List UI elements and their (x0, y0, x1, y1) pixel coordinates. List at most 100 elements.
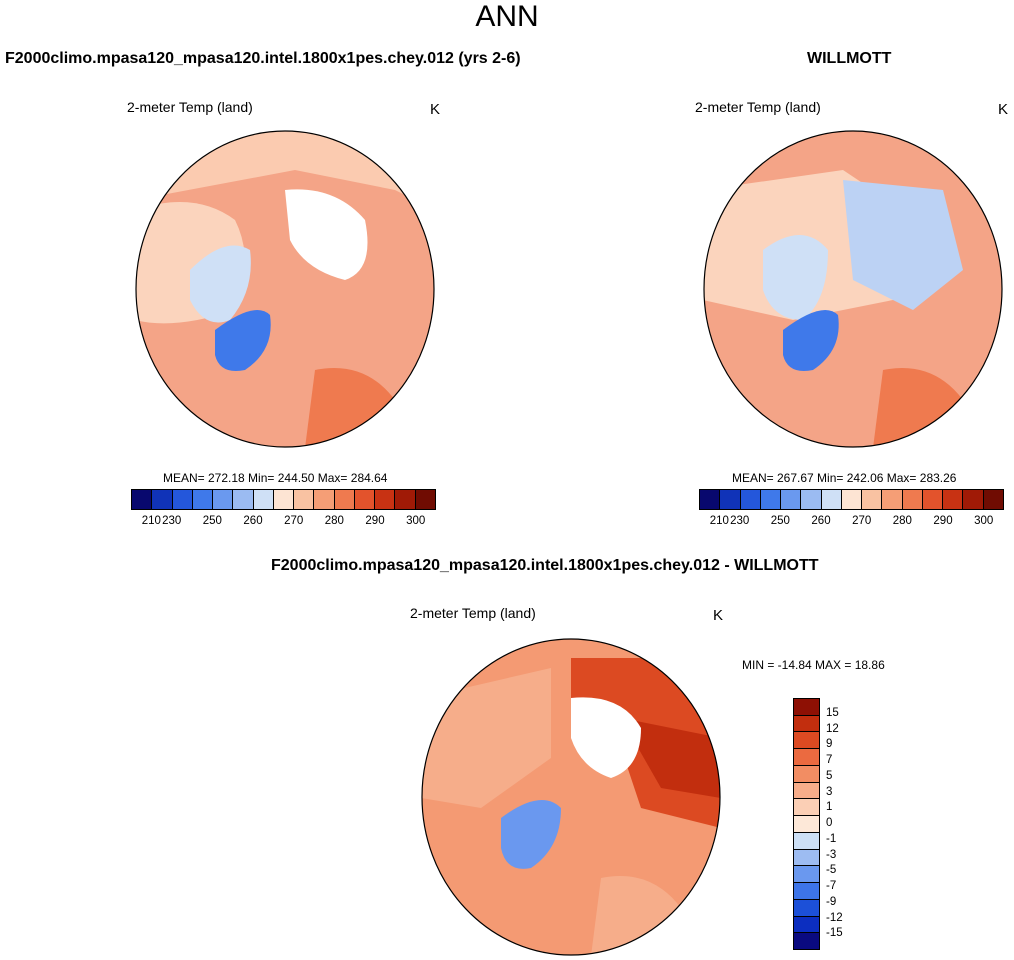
panel-2-colorbar-swatch (801, 490, 822, 509)
diff-colorbar-tick-label: -9 (826, 895, 837, 908)
diff-colorbar-swatch (794, 866, 819, 884)
diff-colorbar-tick-label: 5 (826, 769, 833, 782)
panel-1-colorbar-tick-label: 290 (365, 515, 385, 527)
panel-1-polar-map (135, 130, 435, 448)
panel-2-colorbar-swatch (720, 490, 741, 509)
panel-2-colorbar-tick-label: 260 (811, 515, 831, 527)
panel-1-colorbar-swatch (314, 490, 335, 509)
panel-2-colorbar-swatch (963, 490, 984, 509)
panel-1-colorbar-swatch (294, 490, 315, 509)
panel-1-colorbar-swatch (395, 490, 416, 509)
panel-2-variable-label: 2-meter Temp (land) (695, 99, 821, 115)
panel-2-colorbar-swatch (760, 490, 782, 509)
panel-2-colorbar-swatch (882, 490, 903, 509)
panel-1-colorbar-swatch (354, 490, 376, 509)
diff-colorbar (793, 698, 820, 950)
diff-colorbar-tick-label: 15 (826, 706, 839, 719)
diff-colorbar-swatch (794, 782, 819, 800)
panel-2-colorbar-swatch (902, 490, 923, 509)
diff-colorbar-tick-label: 12 (826, 722, 839, 735)
panel-1-colorbar-tick-label: 250 (202, 515, 222, 527)
panel-1-colorbar-swatch (375, 490, 396, 509)
diff-colorbar-swatch (794, 715, 819, 733)
diff-colorbar-tick-label: -5 (826, 864, 837, 877)
panel-1-variable-label: 2-meter Temp (land) (127, 99, 253, 115)
panel-2-colorbar-swatch (862, 490, 883, 509)
panel-1-colorbar-swatches (132, 490, 435, 509)
diff-colorbar-swatches (794, 699, 819, 950)
diff-colorbar-tick-label: -3 (826, 848, 837, 861)
panel-2-colorbar-tick-label: 300 (974, 515, 994, 527)
panel-1-colorbar-tick-label: 260 (243, 515, 263, 527)
panel-1-colorbar-swatch (273, 490, 295, 509)
diff-units: K (713, 607, 724, 624)
diff-colorbar-swatch (794, 816, 819, 833)
panel-2-colorbar-tick-label: 270 (852, 515, 872, 527)
panel-2-colorbar-swatch (821, 490, 842, 509)
panel-2-polar-map (703, 130, 1003, 448)
panel-2-colorbar-tick-label: 250 (770, 515, 790, 527)
main-title: ANN (475, 0, 539, 33)
panel-2-colorbar-swatch (983, 490, 1003, 509)
panel-1-colorbar-tick-label: 230 (162, 515, 182, 527)
diff-colorbar-swatch (794, 933, 819, 950)
panel-1-colorbar-swatch (152, 490, 173, 509)
panel-1-stats: MEAN= 272.18 Min= 244.50 Max= 284.64 (163, 471, 388, 485)
diff-colorbar-swatch (794, 916, 819, 934)
panel-1-colorbar-swatch (213, 490, 234, 509)
panel-2-colorbar-tick-label: 280 (892, 515, 912, 527)
diff-colorbar-swatch (794, 849, 819, 867)
panel-2-colorbar-ticks: 210 230 250 260 270 280 290 300 (699, 515, 1004, 529)
panel-1-case-title: F2000climo.mpasa120_mpasa120.intel.1800x… (5, 50, 521, 67)
panel-2-colorbar (699, 489, 1004, 510)
panel-2-colorbar-swatches (700, 490, 1003, 509)
diff-colorbar-swatch (794, 765, 819, 783)
panel-1-colorbar-tick-label: 210 (141, 515, 161, 527)
diff-colorbar-tick-label: -15 (826, 927, 843, 940)
panel-1-colorbar-tick-label: 300 (406, 515, 426, 527)
panel-1-colorbar-tick-label: 280 (324, 515, 344, 527)
panel-1-colorbar-tick-label: 270 (284, 515, 304, 527)
diff-variable-label: 2-meter Temp (land) (410, 605, 536, 621)
panel-1-colorbar-swatch (415, 490, 435, 509)
diff-colorbar-swatch (794, 832, 819, 850)
panel-2-colorbar-swatch (922, 490, 944, 509)
panel-1-colorbar-swatch (334, 490, 355, 509)
panel-2-colorbar-swatch (740, 490, 761, 509)
diff-colorbar-tick-label: 9 (826, 738, 833, 751)
panel-1-units: K (430, 101, 441, 118)
panel-2-stats: MEAN= 267.67 Min= 242.06 Max= 283.26 (732, 471, 957, 485)
panel-2-colorbar-swatch (781, 490, 802, 509)
diff-colorbar-tick-label: 7 (826, 754, 833, 766)
panel-2-colorbar-swatch (841, 490, 863, 509)
panel-1-colorbar-swatch (132, 490, 153, 509)
diff-colorbar-swatch (794, 899, 819, 917)
diff-colorbar-ticks: 15 12 9 7 5 3 1 0 -1 -3 -5 -7 -9 -12 -15 (826, 698, 866, 950)
panel-2-colorbar-swatch (943, 490, 964, 509)
diff-polar-map (421, 638, 721, 956)
diff-case-title: F2000climo.mpasa120_mpasa120.intel.1800x… (271, 557, 819, 574)
diff-colorbar-tick-label: 0 (826, 817, 833, 829)
panel-2-colorbar-swatch (700, 490, 721, 509)
diff-colorbar-swatch (794, 699, 819, 716)
diff-colorbar-swatch (794, 883, 819, 900)
panel-2-colorbar-tick-label: 290 (933, 515, 953, 527)
panel-1-colorbar-ticks: 210 230 250 260 270 280 290 300 (131, 515, 436, 529)
panel-1-colorbar (131, 489, 436, 510)
panel-2-units: K (998, 101, 1009, 118)
panel-2-colorbar-tick-label: 230 (730, 515, 750, 527)
diff-stats: MIN = -14.84 MAX = 18.86 (742, 658, 885, 672)
panel-2-case-title: WILLMOTT (807, 50, 892, 67)
panel-2-colorbar-tick-label: 210 (709, 515, 729, 527)
panel-1-colorbar-swatch (192, 490, 214, 509)
diff-colorbar-swatch (794, 749, 819, 766)
diff-colorbar-tick-label: -12 (826, 911, 843, 924)
diff-colorbar-tick-label: -1 (826, 832, 837, 845)
diff-colorbar-swatch (794, 732, 819, 750)
diff-colorbar-swatch (794, 799, 819, 817)
panel-1-colorbar-swatch (233, 490, 254, 509)
panel-1-colorbar-swatch (172, 490, 193, 509)
diff-colorbar-tick-label: 3 (826, 785, 833, 798)
panel-1-colorbar-swatch (253, 490, 274, 509)
diff-colorbar-tick-label: -7 (826, 880, 837, 892)
